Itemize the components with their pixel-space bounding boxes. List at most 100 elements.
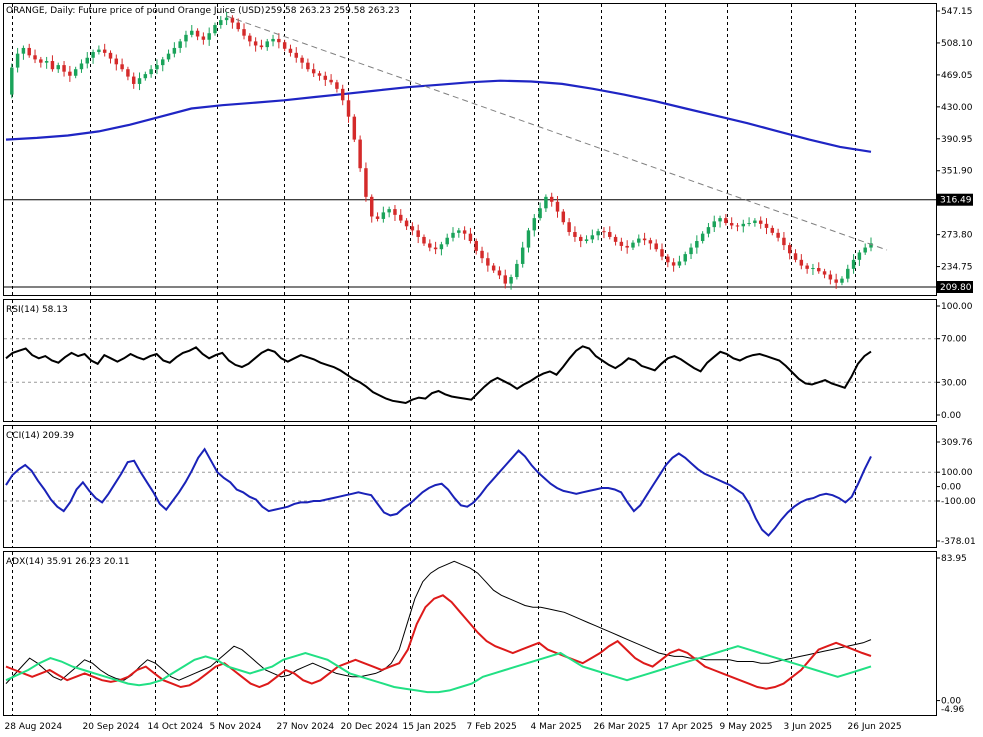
candle-body (10, 67, 14, 95)
price-panel-frame (3, 3, 937, 296)
candle-body (335, 82, 339, 89)
candle-body (631, 242, 635, 248)
date-label: 20 Sep 2024 (83, 722, 140, 732)
cci-series-line (5, 447, 872, 537)
candle-body (474, 241, 478, 251)
price-axis-tick-label: 508.10 (941, 39, 973, 49)
adx-title: ADX(14) 35.91 26.23 20.11 (6, 557, 130, 567)
rsi-series-line (5, 345, 872, 405)
candle-body (741, 223, 746, 227)
candle-body (851, 259, 856, 269)
date-label: 14 Oct 2024 (148, 722, 204, 732)
candle-body (201, 36, 206, 40)
candle-body (428, 243, 432, 248)
candle-body (811, 268, 815, 270)
candle-body (97, 49, 101, 53)
date-label: 28 Aug 2024 (5, 722, 63, 732)
candle-body (265, 41, 269, 48)
date-label: 20 Dec 2024 (341, 722, 399, 732)
candle-body (340, 88, 345, 101)
candle-body (822, 271, 827, 275)
candle-body (364, 168, 368, 197)
candle-body (584, 239, 589, 242)
candle-body (468, 233, 473, 242)
candle-body (509, 277, 513, 284)
candle-body (567, 222, 571, 233)
cci-axis-label: -378.01 (941, 537, 976, 547)
candle-body (62, 65, 66, 72)
candle-body (393, 209, 397, 215)
candle-body (329, 79, 333, 83)
candle-body (846, 268, 850, 279)
candle-body (857, 252, 862, 260)
rsi-axis-label: 70.00 (941, 335, 967, 345)
rsi-title: RSI(14) 58.13 (6, 305, 68, 315)
candle-body (532, 218, 537, 231)
candle-body (590, 235, 595, 240)
candle-body (805, 265, 809, 269)
cci-panel-frame (3, 425, 937, 548)
moving-average-line (5, 79, 872, 153)
price-axis-tick-label: 273.80 (941, 231, 973, 241)
candle-body (724, 218, 728, 224)
candle-body (666, 256, 670, 263)
candle-body (68, 71, 72, 76)
candle-body (44, 61, 49, 63)
candle-body (346, 100, 351, 117)
candle-body (15, 53, 20, 68)
date-label: 4 Mar 2025 (531, 722, 582, 732)
candle-body (863, 247, 867, 253)
candle-body (549, 196, 554, 202)
price-level-box (937, 281, 973, 293)
candle-body (131, 76, 136, 84)
candle-body (486, 258, 490, 266)
candle-body (108, 52, 113, 59)
candle-body (224, 17, 229, 21)
candle-body (526, 230, 531, 248)
date-label: 9 May 2025 (720, 722, 773, 732)
cci-axis-label: 100.00 (941, 468, 973, 478)
candle-body (300, 57, 304, 63)
candle-body (190, 30, 194, 35)
candle-body (277, 38, 281, 43)
candle-body (619, 241, 624, 246)
candle-body (375, 216, 380, 219)
candle-body (729, 223, 734, 226)
candle-body (637, 238, 641, 243)
candle-body (497, 270, 502, 276)
candle-body (782, 237, 786, 246)
candle-body (503, 275, 507, 284)
candle-body (410, 226, 415, 231)
candle-body (50, 61, 55, 70)
price-axis-tick-label: 469.05 (941, 71, 973, 81)
candle-body (834, 279, 838, 283)
candle-body (642, 238, 647, 241)
candle-body (317, 73, 322, 76)
adx-axis-label: 83.95 (941, 554, 967, 564)
candle-body (56, 65, 60, 70)
price-level-label: 316.49 (940, 196, 972, 206)
date-label: 7 Feb 2025 (467, 722, 517, 732)
candle-body (172, 47, 177, 54)
candle-body (306, 62, 310, 70)
candle-body (213, 25, 217, 34)
candle-body (91, 52, 95, 58)
candle-body (817, 268, 821, 272)
candle-body (399, 214, 403, 221)
candle-body (184, 34, 188, 42)
rsi-panel-frame (3, 299, 937, 422)
price-title: ORANGE, Daily: Future price of pound Ora… (6, 6, 264, 16)
price-ohlc: 259.58 263.23 259.58 263.23 (265, 6, 400, 16)
candle-body (155, 65, 159, 70)
candle-body (660, 249, 664, 257)
rsi-axis-label: 30.00 (941, 378, 967, 388)
candle-body (480, 250, 484, 259)
candle-body (735, 225, 740, 227)
date-label: 5 Nov 2024 (210, 722, 262, 732)
cci-axis-label: 309.76 (941, 438, 973, 448)
candle-body (143, 74, 148, 79)
candle-body (671, 262, 676, 266)
candle-body (404, 220, 409, 227)
cci-axis-label: 0.00 (941, 483, 961, 493)
